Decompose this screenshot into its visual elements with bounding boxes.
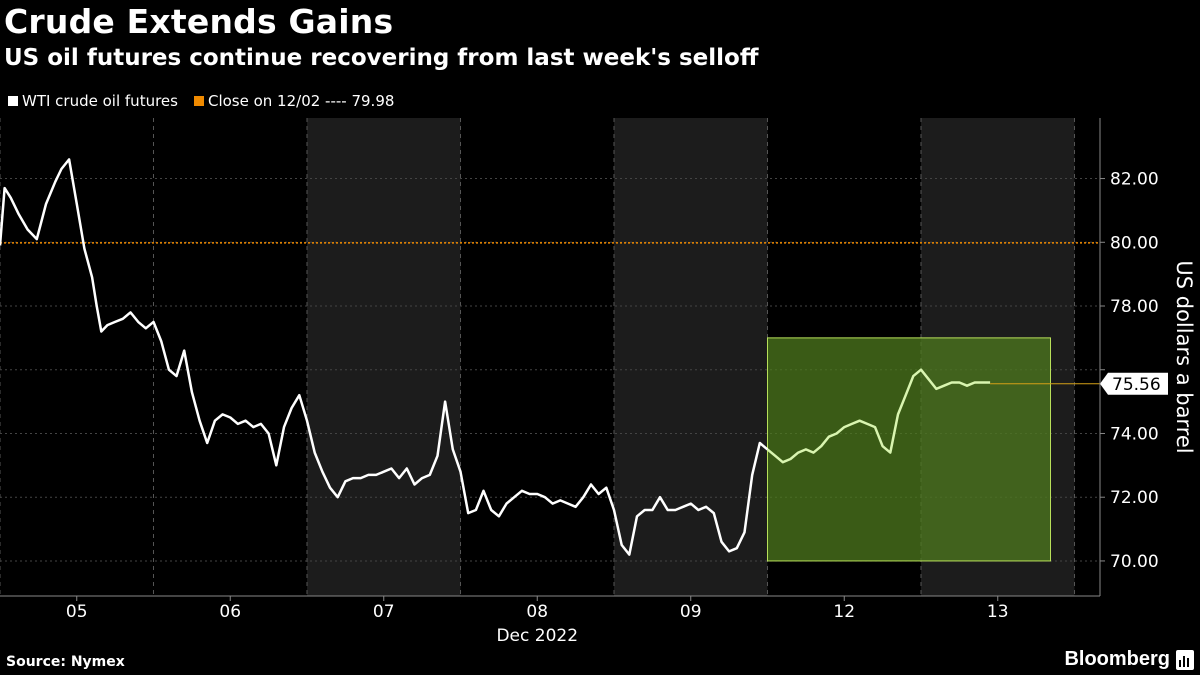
last-value-tag [1100,372,1168,395]
x-tick-label: 13 [987,602,1009,622]
x-tick-label: 09 [680,602,702,622]
chart-title: Crude Extends Gains [4,2,394,41]
y-tick-label: 82.00 [1110,170,1159,190]
x-tick-label: 06 [219,602,241,622]
highlight-box [767,337,1051,562]
legend-reference-label: Close on 12/02 ---- 79.98 [207,92,395,110]
y-tick-label: 80.00 [1110,233,1159,253]
shaded-day-band [614,118,768,596]
legend-series-label: WTI crude oil futures [22,92,178,110]
x-tick-label: 08 [526,602,548,622]
series-line-wti [0,158,769,556]
source-note: Source: Nymex [6,654,125,670]
y-tick-label: 70.00 [1110,552,1159,572]
legend-item-reference: Close on 12/02 ---- 79.98 [193,92,395,110]
y-tick-label: 72.00 [1110,488,1159,508]
legend-item-series: WTI crude oil futures [8,92,178,110]
x-tick-label: 05 [66,602,88,622]
x-period-label: Dec 2022 [496,626,578,646]
x-tick-label: 07 [373,602,395,622]
x-tick-label: 12 [833,602,855,622]
y-axis-title: US dollars a barrel [1172,260,1196,453]
shaded-day-band [307,118,461,596]
chart-legend: WTI crude oil futures Close on 12/02 ---… [8,92,394,110]
reference-swatch-icon [193,96,204,106]
last-value-label: 75.56 [1112,375,1161,395]
y-tick-label: 74.00 [1110,424,1159,444]
bloomberg-icon [1176,650,1194,670]
brand-logo: Bloomberg [1064,648,1170,670]
y-tick-label: 78.00 [1110,297,1159,317]
series-swatch-icon [8,96,18,106]
series-line-wti-highlighted [766,368,991,464]
chart-subtitle: US oil futures continue recovering from … [4,45,759,71]
